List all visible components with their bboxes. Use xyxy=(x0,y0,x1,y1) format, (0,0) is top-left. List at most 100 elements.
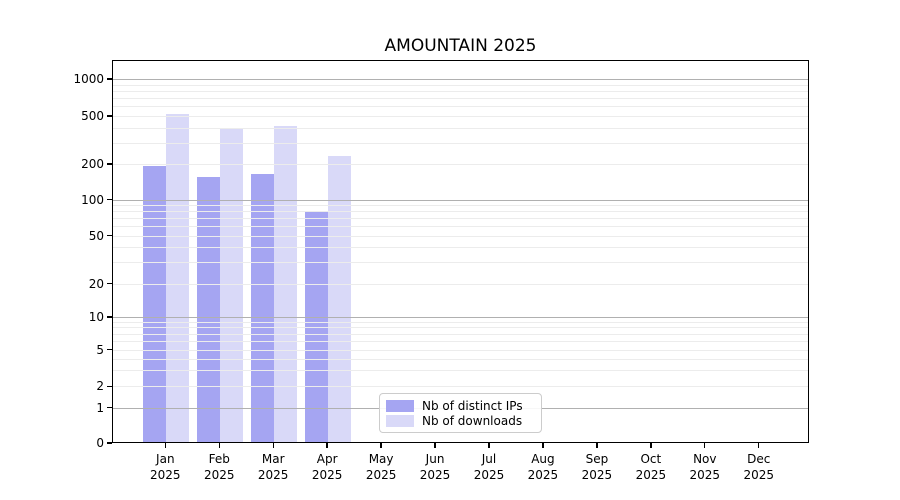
bar-nb-of-distinct-ips-feb xyxy=(197,176,220,443)
y-tick-mark xyxy=(107,442,112,444)
y-tick-mark xyxy=(107,235,112,237)
x-tick-label-sep: Sep 2025 xyxy=(567,451,627,483)
bar-nb-of-distinct-ips-mar xyxy=(251,174,274,443)
gridline-minor-900 xyxy=(112,84,809,86)
gridline-minor-3 xyxy=(112,370,809,372)
y-tick-mark xyxy=(107,385,112,387)
x-tick-month: Jan xyxy=(156,452,175,466)
bar-nb-of-downloads-mar xyxy=(274,126,297,443)
x-tick-mark xyxy=(596,443,598,448)
y-tick-label-20: 20 xyxy=(88,276,104,291)
bar-nb-of-downloads-apr xyxy=(328,155,351,443)
gridline-minor-600 xyxy=(112,106,809,108)
x-tick-mark xyxy=(218,443,220,448)
legend-label: Nb of distinct IPs xyxy=(422,398,523,413)
y-tick-label-2: 2 xyxy=(96,379,104,394)
x-tick-mark xyxy=(488,443,490,448)
y-tick-mark xyxy=(107,163,112,165)
x-tick-label-jul: Jul 2025 xyxy=(459,451,519,483)
y-tick-mark xyxy=(107,282,112,285)
x-tick-label-nov: Nov 2025 xyxy=(675,451,735,483)
x-tick-mark xyxy=(326,443,328,448)
gridline-minor-9 xyxy=(112,321,809,323)
x-tick-label-apr: Apr 2025 xyxy=(297,451,357,483)
x-tick-month: Nov xyxy=(693,452,717,466)
x-tick-label-jun: Jun 2025 xyxy=(405,451,465,483)
x-tick-year: 2025 xyxy=(150,468,181,482)
x-tick-mark xyxy=(704,443,706,448)
gridline-minor-500 xyxy=(112,115,809,117)
bar-nb-of-downloads-jan xyxy=(166,114,189,443)
gridline-major-100 xyxy=(112,199,809,201)
bar-nb-of-distinct-ips-jan xyxy=(143,166,166,443)
x-tick-year: 2025 xyxy=(365,468,397,482)
gridline-major-1000 xyxy=(112,79,809,81)
y-tick-mark xyxy=(107,407,112,409)
y-tick-label-10: 10 xyxy=(88,309,104,324)
y-tick-mark xyxy=(107,199,112,201)
gridline-minor-6 xyxy=(112,340,809,342)
bar-nb-of-distinct-ips-apr xyxy=(305,210,328,443)
y-tick-label-1: 1 xyxy=(96,400,104,415)
y-tick-label-200: 200 xyxy=(81,157,104,172)
gridline-minor-2 xyxy=(112,386,809,388)
gridline-minor-90 xyxy=(112,205,809,207)
x-tick-month: Dec xyxy=(747,452,771,466)
gridline-minor-400 xyxy=(112,127,809,129)
y-tick-label-500: 500 xyxy=(81,108,104,123)
y-tick-mark xyxy=(107,348,112,351)
x-tick-year: 2025 xyxy=(581,468,613,482)
gridline-minor-200 xyxy=(112,164,809,166)
x-tick-month: Apr xyxy=(316,452,338,466)
gridline-major-10 xyxy=(112,316,809,318)
x-tick-label-aug: Aug 2025 xyxy=(513,451,573,483)
gridline-minor-5 xyxy=(112,349,809,351)
legend-item-nb-of-downloads: Nb of downloads xyxy=(386,414,533,428)
x-tick-mark xyxy=(434,443,436,448)
x-tick-label-feb: Feb 2025 xyxy=(189,451,249,483)
x-tick-year: 2025 xyxy=(743,468,775,482)
legend-item-nb-of-distinct-ips: Nb of distinct IPs xyxy=(386,399,533,413)
legend: Nb of distinct IPs Nb of downloads xyxy=(379,393,542,433)
gridline-minor-50 xyxy=(112,235,809,237)
x-tick-label-dec: Dec 2025 xyxy=(729,451,789,483)
y-tick-mark xyxy=(107,78,112,80)
bar-nb-of-downloads-feb xyxy=(220,127,243,443)
x-tick-month: Oct xyxy=(640,452,662,466)
gridline-minor-70 xyxy=(112,218,809,220)
y-tick-label-5: 5 xyxy=(96,342,104,357)
x-tick-mark xyxy=(164,443,166,448)
legend-label: Nb of downloads xyxy=(422,413,523,428)
x-tick-label-jan: Jan 2025 xyxy=(135,451,195,483)
x-tick-mark xyxy=(380,443,382,448)
x-tick-mark xyxy=(758,443,760,448)
x-tick-month: Jul xyxy=(481,452,497,466)
gridline-minor-60 xyxy=(112,226,809,228)
x-tick-mark xyxy=(542,443,544,448)
gridline-minor-700 xyxy=(112,98,809,100)
gridline-minor-30 xyxy=(112,262,809,264)
x-tick-year: 2025 xyxy=(419,468,451,482)
x-tick-year: 2025 xyxy=(635,468,667,482)
y-tick-mark xyxy=(107,316,112,318)
x-tick-month: Sep xyxy=(585,452,609,466)
x-tick-year: 2025 xyxy=(689,468,721,482)
x-tick-month: Aug xyxy=(531,452,555,466)
x-tick-year: 2025 xyxy=(257,468,289,482)
gridline-minor-7 xyxy=(112,333,809,335)
x-tick-year: 2025 xyxy=(527,468,559,482)
x-tick-label-oct: Oct 2025 xyxy=(621,451,681,483)
x-tick-month: Mar xyxy=(261,452,285,466)
x-tick-label-mar: Mar 2025 xyxy=(243,451,303,483)
chart-title: AMOUNTAIN 2025 xyxy=(384,36,537,56)
x-tick-year: 2025 xyxy=(473,468,505,482)
x-tick-year: 2025 xyxy=(311,468,343,482)
gridline-minor-300 xyxy=(112,142,809,144)
x-tick-label-may: May 2025 xyxy=(351,451,411,483)
x-tick-month: Jun xyxy=(425,452,445,466)
legend-swatch-nb-of-distinct-ips xyxy=(386,400,414,412)
y-tick-mark xyxy=(107,115,112,117)
gridline-minor-8 xyxy=(112,327,809,329)
y-tick-label-50: 50 xyxy=(88,228,104,243)
x-tick-month: Feb xyxy=(208,452,230,466)
